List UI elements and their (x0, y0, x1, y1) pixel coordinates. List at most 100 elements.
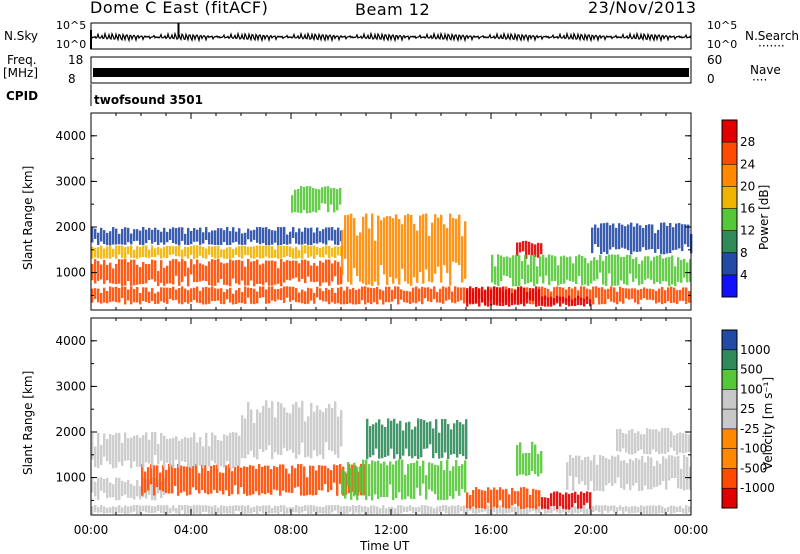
power-band-4-cell (449, 213, 452, 286)
power-band-0-cell (250, 288, 253, 304)
power-band-1-cell (250, 261, 253, 281)
velocity-band-4-cell (289, 413, 292, 450)
power-band-6-cell (514, 290, 517, 305)
power-band-3-cell (316, 227, 319, 244)
power-band-0-cell (166, 287, 169, 304)
power-band-9-cell (557, 265, 560, 286)
velocity-band-11-cell (682, 433, 685, 454)
power-ytick-label: 3000 (55, 174, 86, 188)
power-band-3-cell (268, 229, 271, 246)
velocity-band-2-cell (198, 473, 201, 494)
power-band-9-cell (617, 254, 620, 286)
velocity-band-7-cell (478, 489, 481, 508)
power-band-3-cell (271, 230, 274, 245)
velocity-band-2-cell (339, 464, 342, 484)
velocity-band-5-cell (365, 459, 368, 500)
power-band-1-cell (154, 260, 157, 282)
power-band-0-cell (661, 286, 664, 305)
power-band-4-cell (422, 214, 425, 284)
velocity-band-0-cell (661, 506, 664, 513)
power-band-3-cell (295, 232, 298, 244)
velocity-band-0-cell (379, 508, 382, 514)
power-band-1-cell (247, 258, 250, 286)
velocity-band-5-cell (383, 461, 386, 497)
power-band-0-cell (433, 286, 436, 300)
power-band-0-cell (643, 287, 646, 299)
power-band-0-cell (556, 286, 559, 301)
velocity-band-10-cell (686, 457, 689, 490)
power-band-9-cell (653, 256, 656, 284)
power-band-9-cell (515, 254, 518, 287)
velocity-band-5-cell (347, 462, 350, 487)
power-band-0-cell (277, 289, 280, 300)
power-band-2-cell (274, 249, 277, 258)
velocity-band-2-cell (225, 465, 228, 491)
power-band-2-cell (292, 248, 295, 259)
power-band-2-cell (280, 245, 283, 259)
power-band-0-cell (286, 286, 289, 298)
x-tick-label: 16:00 (474, 523, 509, 537)
velocity-band-6-cell (366, 418, 369, 460)
power-band-2-cell (229, 247, 232, 259)
power-band-9-cell (677, 257, 680, 282)
velocity-band-4-cell (301, 400, 304, 443)
velocity-colorbar-cell (722, 389, 737, 410)
velocity-band-0-cell (400, 505, 403, 514)
power-band-2-cell (103, 248, 106, 259)
power-band-1-cell (292, 260, 295, 279)
velocity-band-0-cell (454, 505, 457, 514)
power-band-0-cell (295, 288, 298, 303)
velocity-band-8-cell (516, 445, 519, 476)
power-band-4-cell (350, 213, 353, 285)
power-band-3-cell (175, 228, 178, 245)
power-band-2-cell (334, 246, 337, 258)
velocity-band-2-cell (165, 469, 168, 493)
velocity-band-10-cell (638, 459, 641, 491)
power-band-0-cell (172, 286, 175, 301)
power-band-8-cell (522, 241, 525, 252)
velocity-band-0-cell (478, 505, 481, 513)
power-band-9-cell (506, 256, 509, 277)
velocity-band-0-cell (679, 505, 682, 512)
velocity-band-9-cell (547, 498, 550, 510)
velocity-band-11-cell (685, 433, 688, 453)
velocity-band-11-cell (628, 430, 631, 455)
power-band-3-cell (265, 227, 268, 246)
power-band-0-cell (583, 286, 586, 302)
power-band-9-cell (632, 259, 635, 282)
velocity-band-0-cell (616, 507, 619, 514)
velocity-band-10-cell (689, 466, 692, 490)
power-band-2-cell (157, 246, 160, 256)
power-band-5-cell (291, 195, 294, 213)
velocity-band-0-cell (127, 506, 130, 514)
velocity-band-0-cell (643, 506, 646, 514)
velocity-band-6-cell (372, 424, 375, 456)
velocity-band-0-cell (676, 507, 679, 512)
power-band-9-cell (662, 258, 665, 282)
power-band-1-cell (166, 265, 169, 284)
velocity-band-0-cell (445, 505, 448, 514)
velocity-band-10-cell (632, 460, 635, 486)
velocity-band-0-cell (268, 505, 271, 514)
power-band-7-cell (577, 295, 580, 305)
nsearch-dots: ······· (758, 39, 785, 53)
power-band-1-cell (160, 260, 163, 283)
velocity-band-10-cell (677, 455, 680, 489)
power-band-3-cell (307, 228, 310, 245)
velocity-band-0-cell (163, 505, 166, 514)
power-band-1-cell (334, 260, 337, 277)
velocity-band-0-cell (331, 505, 334, 513)
power-band-10-cell (684, 224, 687, 245)
power-band-10-cell (603, 223, 606, 252)
velocity-band-5-cell (428, 462, 431, 490)
power-band-9-cell (554, 256, 557, 281)
velocity-band-0-cell (157, 505, 160, 511)
power-band-5-cell (339, 187, 342, 205)
velocity-band-10-cell (662, 456, 665, 481)
velocity-band-7-cell (520, 487, 523, 510)
velocity-band-0-cell (295, 505, 298, 513)
power-band-3-cell (208, 232, 211, 245)
velocity-band-3-cell (211, 432, 214, 461)
velocity-band-2-cell (237, 465, 240, 495)
